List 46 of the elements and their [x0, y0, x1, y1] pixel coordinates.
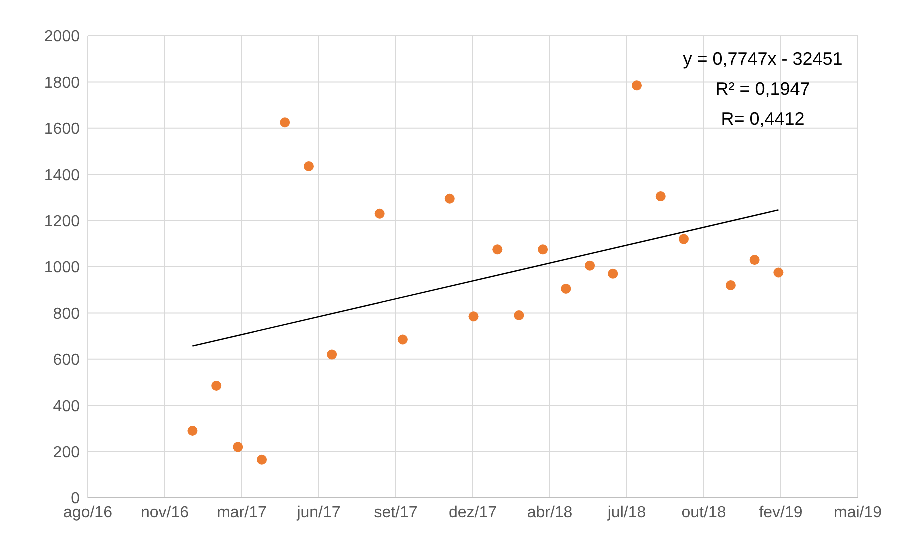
point — [750, 255, 760, 266]
point — [444, 194, 455, 204]
point — [257, 454, 268, 465]
x-tick-label: out/18 — [682, 504, 726, 522]
annotation: R² = 0,1947 — [714, 78, 812, 101]
point — [514, 310, 524, 321]
point — [280, 118, 290, 128]
point — [538, 244, 548, 255]
x-tick-label: jul/18 — [606, 504, 646, 522]
y-tick-label: 1400 — [44, 167, 80, 184]
point — [374, 208, 385, 219]
y-tick-label: 600 — [53, 352, 80, 370]
point — [656, 192, 666, 202]
point — [398, 334, 408, 345]
x-tick-label: mar/17 — [217, 504, 267, 522]
y-tick-label: 200 — [53, 444, 80, 462]
annotation: R= 0,4412 — [720, 108, 806, 131]
point — [188, 426, 198, 436]
point — [608, 268, 618, 279]
y-tick-label: 1800 — [44, 74, 80, 92]
point — [678, 234, 689, 244]
y-tick-label: 800 — [53, 306, 80, 323]
y-tick-label: 2000 — [44, 28, 80, 46]
point — [468, 312, 479, 322]
point — [304, 162, 314, 172]
point — [774, 268, 784, 278]
x-tick-label: jun/17 — [296, 504, 341, 522]
y-tick-label: 1200 — [44, 213, 80, 230]
annotation: y = 0,7747x - 32451 — [682, 48, 844, 71]
point — [492, 244, 503, 255]
point — [327, 350, 338, 360]
x-tick-label: mai/19 — [834, 504, 882, 522]
y-tick-label: 400 — [53, 398, 80, 416]
y-tick-label: 1000 — [44, 260, 80, 277]
point — [632, 80, 642, 91]
x-tick-label: fev/19 — [759, 504, 803, 522]
point — [561, 284, 572, 294]
point — [726, 280, 736, 290]
x-tick-label: set/17 — [374, 504, 418, 522]
x-tick-label: abr/18 — [527, 504, 573, 522]
point — [212, 380, 222, 391]
x-tick-label: dez/17 — [448, 504, 498, 522]
point — [233, 442, 244, 452]
y-tick-label: 1600 — [44, 121, 80, 138]
point — [585, 260, 596, 271]
x-tick-label: nov/16 — [140, 504, 190, 522]
